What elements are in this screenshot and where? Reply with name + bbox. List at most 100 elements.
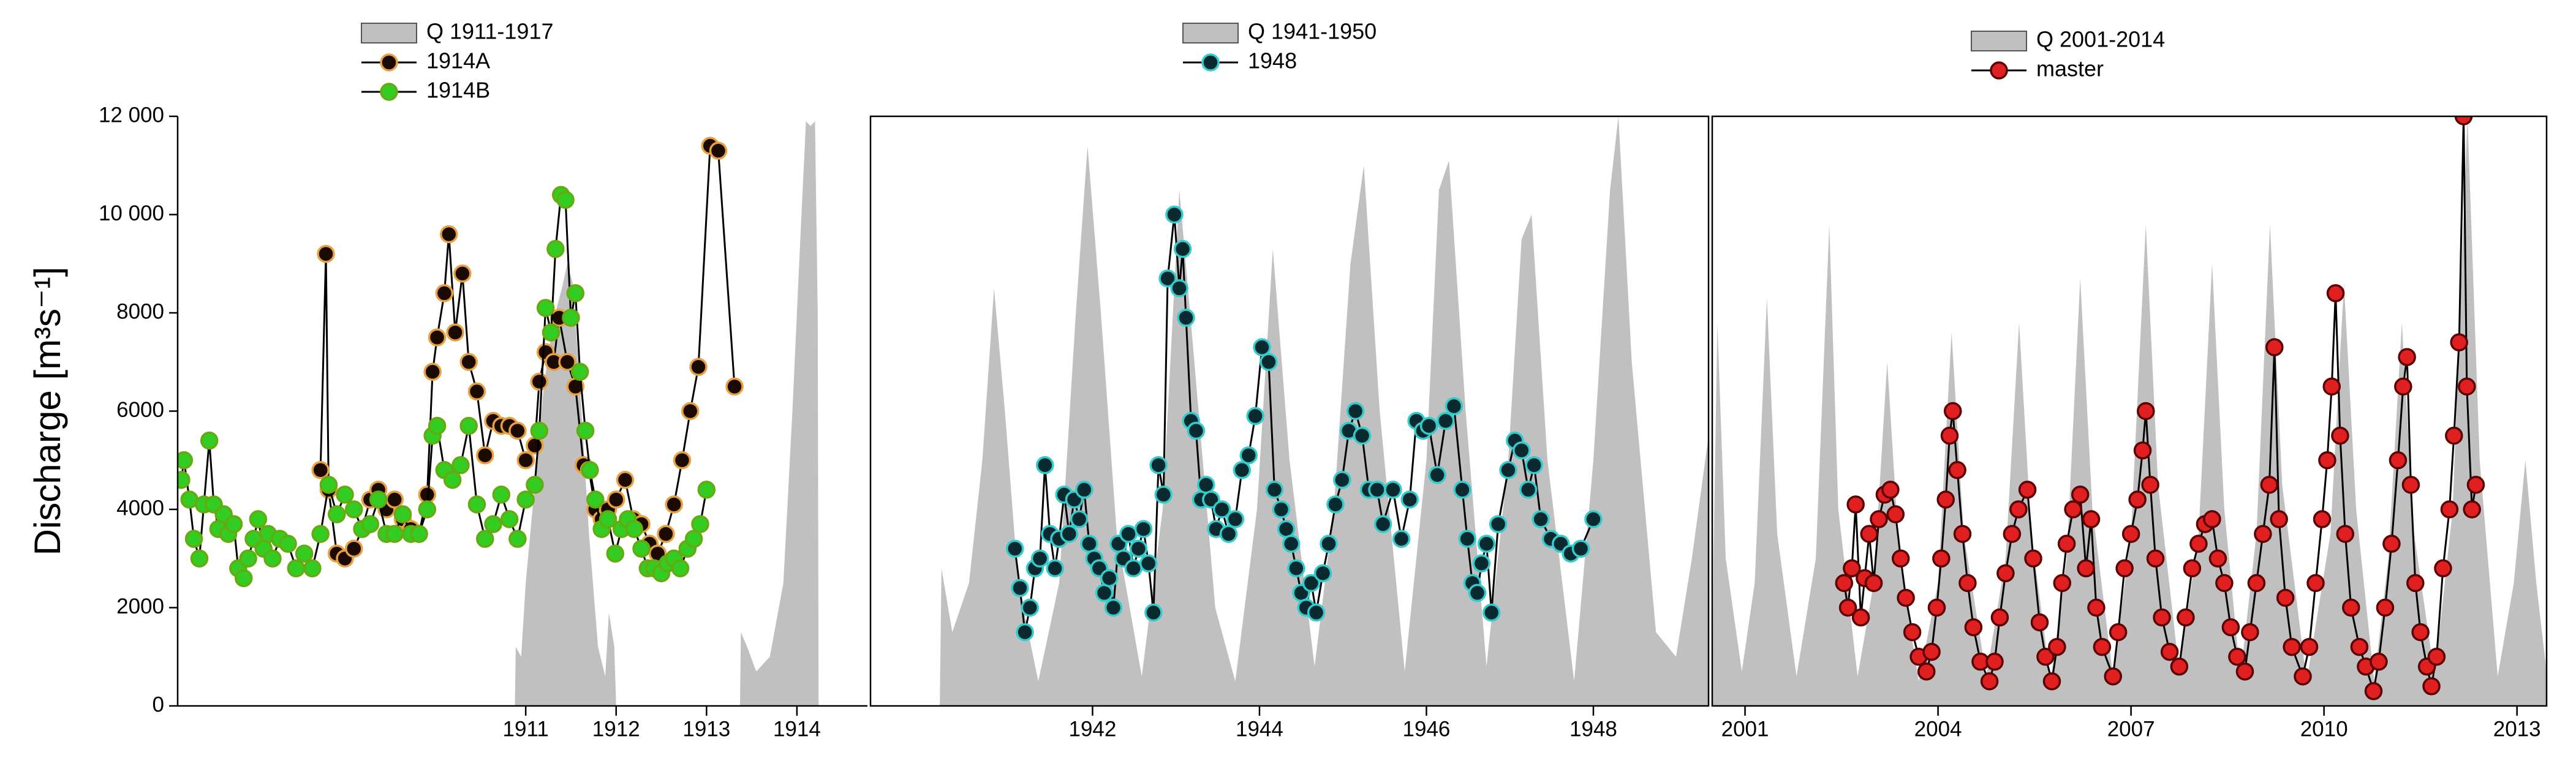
discharge-area bbox=[515, 121, 819, 706]
data-point bbox=[1095, 583, 1114, 602]
data-point bbox=[1233, 461, 1252, 479]
data-point bbox=[2146, 549, 2165, 568]
data-point bbox=[224, 515, 243, 533]
data-point bbox=[1838, 598, 1857, 617]
data-point bbox=[279, 534, 297, 553]
data-point bbox=[2241, 623, 2259, 642]
data-point bbox=[2115, 559, 2134, 578]
data-point bbox=[2364, 682, 2383, 700]
data-point bbox=[1584, 510, 1603, 528]
data-point bbox=[369, 490, 388, 509]
data-point bbox=[2057, 534, 2076, 553]
data-point bbox=[311, 525, 330, 543]
data-point bbox=[516, 490, 535, 509]
data-point bbox=[1428, 466, 1446, 484]
data-point bbox=[2009, 500, 2028, 519]
data-point bbox=[2121, 525, 2140, 543]
data-point bbox=[2137, 402, 2155, 421]
data-point bbox=[1196, 476, 1215, 494]
data-point bbox=[1320, 534, 1338, 553]
legend-swatch bbox=[1182, 23, 1239, 43]
data-point bbox=[345, 539, 363, 558]
data-point bbox=[453, 264, 472, 283]
data-point bbox=[263, 549, 282, 568]
data-point bbox=[2082, 510, 2101, 528]
data-point bbox=[1990, 608, 2009, 627]
data-point bbox=[2445, 426, 2463, 445]
data-point bbox=[1860, 525, 1878, 543]
data-point bbox=[657, 525, 675, 543]
data-point bbox=[385, 525, 404, 543]
data-point bbox=[1144, 603, 1163, 622]
data-point bbox=[1104, 598, 1123, 617]
data-point bbox=[423, 362, 442, 381]
data-point bbox=[459, 353, 478, 371]
data-point bbox=[2342, 598, 2360, 617]
data-point bbox=[1353, 426, 1372, 445]
x-tick-label: 1946 bbox=[1403, 717, 1451, 741]
data-point bbox=[1129, 539, 1148, 558]
data-point bbox=[2235, 662, 2254, 681]
data-point bbox=[1903, 623, 1922, 642]
data-point bbox=[2300, 637, 2319, 656]
legend-label: 1948 bbox=[1248, 48, 1297, 73]
data-point bbox=[1881, 481, 1900, 499]
data-point bbox=[1187, 421, 1206, 440]
data-point bbox=[625, 520, 644, 538]
data-point bbox=[443, 471, 462, 489]
data-point bbox=[562, 309, 580, 327]
data-point bbox=[526, 476, 544, 494]
data-point bbox=[1948, 461, 1966, 479]
data-point bbox=[2294, 667, 2312, 686]
data-point bbox=[2350, 637, 2369, 656]
data-point bbox=[725, 377, 744, 396]
data-point bbox=[1173, 239, 1192, 258]
data-point bbox=[1080, 534, 1098, 553]
data-point bbox=[1170, 279, 1188, 298]
data-point bbox=[1843, 559, 1861, 578]
data-point bbox=[2313, 510, 2332, 528]
data-point bbox=[2093, 637, 2112, 656]
data-point bbox=[1472, 554, 1491, 573]
data-point bbox=[1277, 520, 1296, 538]
data-point bbox=[459, 416, 478, 435]
data-point bbox=[500, 510, 519, 528]
data-point bbox=[327, 505, 346, 523]
data-point bbox=[1964, 618, 1983, 637]
data-point bbox=[1864, 574, 1883, 593]
data-point bbox=[1326, 495, 1345, 514]
x-tick-label: 2010 bbox=[2300, 717, 2348, 741]
data-point bbox=[2254, 525, 2272, 543]
data-point bbox=[2133, 441, 2152, 460]
data-point bbox=[1891, 549, 1910, 568]
data-point bbox=[2141, 476, 2159, 494]
data-point bbox=[1124, 559, 1143, 578]
data-point bbox=[2203, 510, 2221, 528]
data-point bbox=[2024, 549, 2042, 568]
data-point bbox=[1419, 416, 1438, 435]
data-point bbox=[2189, 534, 2208, 553]
data-point bbox=[632, 539, 651, 558]
y-axis-label: Discharge [m³s⁻¹] bbox=[27, 267, 68, 556]
data-point bbox=[1932, 549, 1951, 568]
data-point bbox=[1302, 574, 1321, 593]
data-point bbox=[697, 481, 716, 499]
data-point bbox=[576, 421, 595, 440]
data-point bbox=[709, 141, 728, 160]
data-point bbox=[1835, 574, 1854, 593]
data-point bbox=[1927, 598, 1946, 617]
data-point bbox=[467, 382, 486, 401]
data-point bbox=[1282, 534, 1301, 553]
data-point bbox=[1158, 269, 1177, 288]
data-point bbox=[2036, 648, 2055, 666]
data-point bbox=[2283, 637, 2301, 656]
data-point bbox=[1046, 559, 1064, 578]
data-point bbox=[1333, 471, 1351, 489]
data-point bbox=[508, 421, 527, 440]
data-point bbox=[1953, 525, 1972, 543]
legend-label: Q 2001-2014 bbox=[2036, 27, 2165, 52]
data-point bbox=[526, 436, 544, 455]
legend-label: Q 1911-1917 bbox=[426, 19, 554, 44]
data-point bbox=[1313, 564, 1332, 583]
data-point bbox=[2247, 574, 2266, 593]
